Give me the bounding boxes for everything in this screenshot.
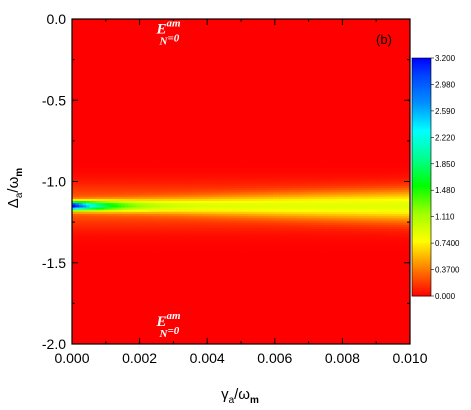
y-tick-label: -1.5 — [42, 255, 66, 271]
colorbar-label: 2.220 — [435, 133, 456, 142]
annot-suffix: =0 — [167, 325, 179, 337]
colorbar-label: 1.110 — [435, 213, 455, 222]
colorbar-labels: 3.200 2.980 2.590 2.220 1.850 1.480 1.110 0.740… — [431, 54, 460, 301]
colorbar-label: 2.590 — [435, 107, 456, 116]
x-tick-label: 0.002 — [122, 350, 157, 366]
colorbar-label: 0.7400 — [435, 239, 460, 248]
annotation-bottom: Eam N=0 — [156, 310, 182, 340]
annot-base: E — [156, 21, 167, 37]
colorbar-label: 0.000 — [435, 292, 456, 301]
annot-suffix: =0 — [167, 32, 179, 44]
x-tick-label: 0.010 — [392, 350, 427, 366]
x-tick-label: 0.004 — [190, 350, 225, 366]
colorbar-label: 1.480 — [435, 186, 456, 195]
colorbar-label: 1.850 — [435, 160, 456, 169]
annot-base: E — [156, 314, 167, 330]
y-axis-label: Δa/ωm — [5, 168, 25, 208]
annot-sup: am — [167, 17, 182, 29]
colorbar-gradient — [411, 57, 432, 297]
annot-sub: N — [159, 35, 169, 47]
heatmap-field — [72, 19, 410, 344]
colorbar-label: 3.200 — [435, 54, 456, 63]
colorbar-label: 2.980 — [435, 80, 456, 89]
x-tick-label: 0.000 — [54, 350, 89, 366]
colorbar-frame — [411, 57, 432, 297]
x-tick-label: 0.008 — [325, 350, 360, 366]
y-tick-label: -2.0 — [42, 336, 66, 352]
y-tick-label: -0.5 — [42, 92, 66, 108]
panel-label: (b) — [376, 32, 392, 47]
axis-ticks — [71, 18, 411, 345]
annot-sup: am — [167, 310, 182, 322]
x-axis-label: γa/ωm — [221, 386, 259, 406]
x-tick-label: 0.006 — [257, 350, 292, 366]
annotation-top: Eam N=0 — [156, 17, 182, 47]
y-tick-label: 0.0 — [47, 11, 67, 27]
annot-sub: N — [159, 328, 169, 340]
axis-tick-labels: 0.000 0.002 0.004 0.006 0.008 0.010 0.0 -0.5 -1.… — [42, 11, 428, 366]
colorbar-label: 0.3700 — [435, 266, 460, 275]
colorbar: 3.200 2.980 2.590 2.220 1.850 1.480 1.110 0.740… — [411, 54, 460, 301]
y-tick-label: -1.0 — [42, 174, 66, 190]
